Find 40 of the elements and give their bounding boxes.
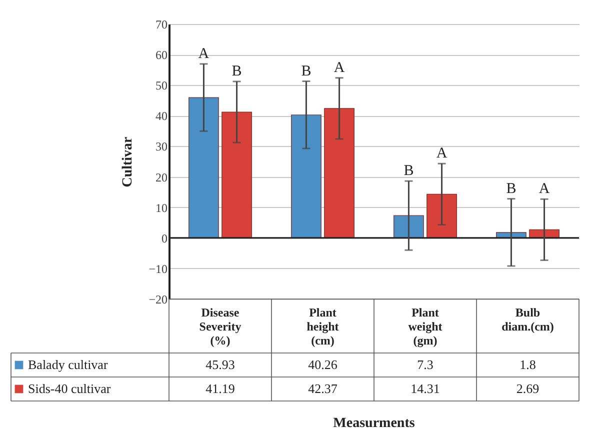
- y-tick-label: 70: [156, 18, 168, 32]
- data-label: 14.31: [410, 381, 440, 396]
- bar: [324, 108, 354, 238]
- y-tick-label: 50: [156, 78, 168, 93]
- annotation: A: [436, 146, 448, 162]
- x-tick-label: Plant height (cm): [306, 306, 339, 348]
- y-tick-label: −10: [148, 262, 168, 276]
- legend-label: Sids-40 cultivar: [28, 381, 112, 396]
- bar: [222, 112, 252, 238]
- y-tick-label: 0: [162, 231, 168, 246]
- y-tick-label: 30: [156, 140, 168, 154]
- bar: [394, 215, 424, 238]
- annotation: B: [301, 63, 312, 80]
- bar: [188, 97, 219, 238]
- annotation: A: [198, 46, 210, 62]
- data-label: 42.37: [308, 381, 338, 396]
- data-label: 7.3: [417, 357, 434, 372]
- data-label: 45.93: [206, 357, 235, 372]
- annotation: A: [334, 60, 345, 76]
- data-label: 41.19: [206, 381, 235, 396]
- y-tick-label: 40: [156, 109, 168, 124]
- y-tick-label: 20: [156, 170, 168, 184]
- legend-label: Balady cultivar: [28, 357, 108, 372]
- x-tick-label: Plant weight (gm): [408, 306, 442, 348]
- bar: [291, 114, 322, 238]
- y-tick-label: 10: [156, 200, 168, 215]
- annotation: A: [538, 181, 550, 198]
- text: Measurments: [333, 416, 416, 431]
- data-label: 2.69: [516, 381, 540, 396]
- y-tick-label: 60: [156, 48, 168, 62]
- annotation: B: [232, 63, 242, 80]
- x-tick-label: Bulb diam.(cm): [502, 306, 554, 334]
- annotation: B: [506, 180, 516, 197]
- y-axis-title: Cultivar: [120, 136, 136, 188]
- data-label: 1.8: [520, 357, 536, 372]
- bar: [426, 194, 457, 238]
- x-tick-label: Disease Severity (%): [199, 306, 242, 348]
- y-tick-label: −20: [148, 292, 168, 306]
- annotation: B: [404, 163, 414, 180]
- data-label: 40.26: [308, 357, 338, 372]
